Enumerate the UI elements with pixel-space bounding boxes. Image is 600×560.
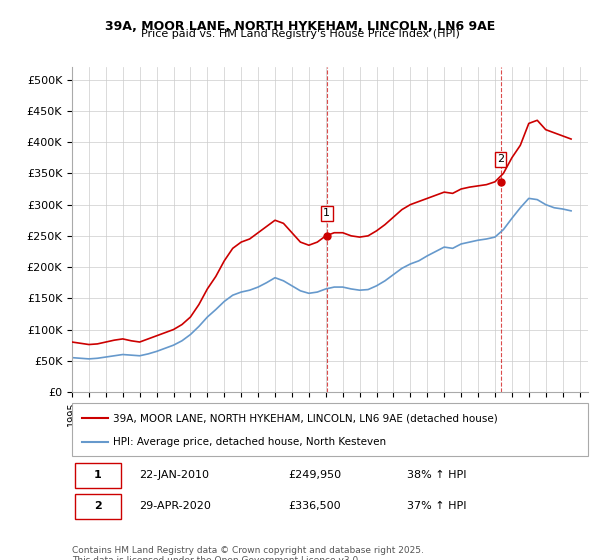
Text: 2: 2 xyxy=(497,155,504,164)
Text: 22-JAN-2010: 22-JAN-2010 xyxy=(139,470,209,480)
Text: £249,950: £249,950 xyxy=(289,470,342,480)
Text: 1: 1 xyxy=(323,208,330,218)
Text: £336,500: £336,500 xyxy=(289,501,341,511)
Text: 2: 2 xyxy=(94,501,101,511)
Text: HPI: Average price, detached house, North Kesteven: HPI: Average price, detached house, Nort… xyxy=(113,436,386,446)
Text: 1: 1 xyxy=(94,470,101,480)
FancyBboxPatch shape xyxy=(72,403,588,456)
Text: 29-APR-2020: 29-APR-2020 xyxy=(139,501,211,511)
FancyBboxPatch shape xyxy=(74,493,121,519)
FancyBboxPatch shape xyxy=(74,463,121,488)
Text: 39A, MOOR LANE, NORTH HYKEHAM, LINCOLN, LN6 9AE (detached house): 39A, MOOR LANE, NORTH HYKEHAM, LINCOLN, … xyxy=(113,413,498,423)
Text: 39A, MOOR LANE, NORTH HYKEHAM, LINCOLN, LN6 9AE: 39A, MOOR LANE, NORTH HYKEHAM, LINCOLN, … xyxy=(105,20,495,32)
Text: Price paid vs. HM Land Registry's House Price Index (HPI): Price paid vs. HM Land Registry's House … xyxy=(140,29,460,39)
Text: 37% ↑ HPI: 37% ↑ HPI xyxy=(407,501,467,511)
Text: Contains HM Land Registry data © Crown copyright and database right 2025.
This d: Contains HM Land Registry data © Crown c… xyxy=(72,546,424,560)
Text: 38% ↑ HPI: 38% ↑ HPI xyxy=(407,470,467,480)
